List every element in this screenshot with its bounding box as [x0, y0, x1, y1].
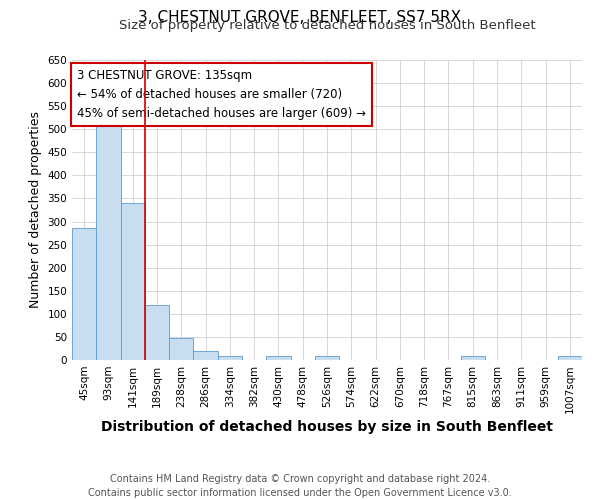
Bar: [315, 356, 339, 360]
Title: Size of property relative to detached houses in South Benfleet: Size of property relative to detached ho…: [119, 20, 535, 32]
Bar: [461, 356, 485, 360]
Bar: [266, 356, 290, 360]
Bar: [193, 351, 218, 360]
Bar: [121, 203, 145, 360]
Bar: [96, 122, 121, 360]
Bar: [558, 356, 582, 360]
Bar: [145, 304, 169, 360]
Text: 3 CHESTNUT GROVE: 135sqm
← 54% of detached houses are smaller (720)
45% of semi-: 3 CHESTNUT GROVE: 135sqm ← 54% of detach…: [77, 69, 366, 120]
Text: 3, CHESTNUT GROVE, BENFLEET, SS7 5RX: 3, CHESTNUT GROVE, BENFLEET, SS7 5RX: [139, 10, 461, 25]
Bar: [72, 228, 96, 360]
X-axis label: Distribution of detached houses by size in South Benfleet: Distribution of detached houses by size …: [101, 420, 553, 434]
Text: Contains HM Land Registry data © Crown copyright and database right 2024.
Contai: Contains HM Land Registry data © Crown c…: [88, 474, 512, 498]
Bar: [169, 338, 193, 360]
Y-axis label: Number of detached properties: Number of detached properties: [29, 112, 42, 308]
Bar: [218, 356, 242, 360]
